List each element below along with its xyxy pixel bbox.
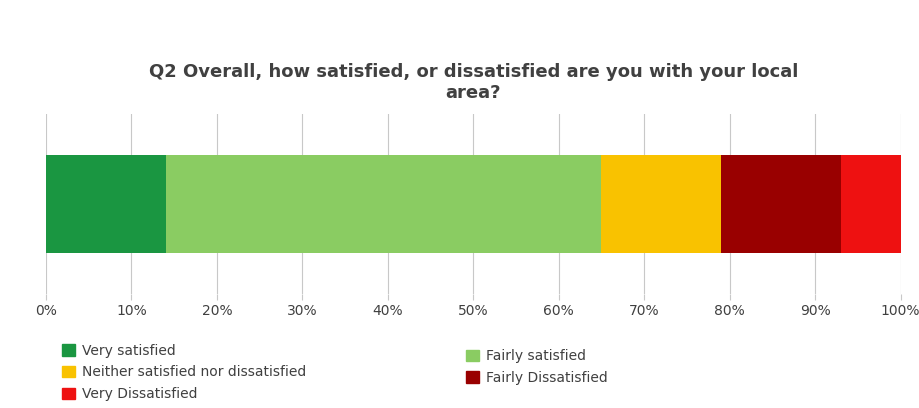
Bar	[841, 155, 901, 253]
Bar	[165, 155, 601, 253]
Title: Q2 Overall, how satisfied, or dissatisfied are you with your local
area?: Q2 Overall, how satisfied, or dissatisfi…	[149, 63, 798, 102]
Bar	[601, 155, 721, 253]
Legend: Fairly satisfied, Fairly Dissatisfied: Fairly satisfied, Fairly Dissatisfied	[467, 349, 607, 385]
Bar	[46, 155, 165, 253]
Bar	[721, 155, 841, 253]
Legend: Very satisfied, Neither satisfied nor dissatisfied, Very Dissatisfied: Very satisfied, Neither satisfied nor di…	[62, 344, 306, 401]
